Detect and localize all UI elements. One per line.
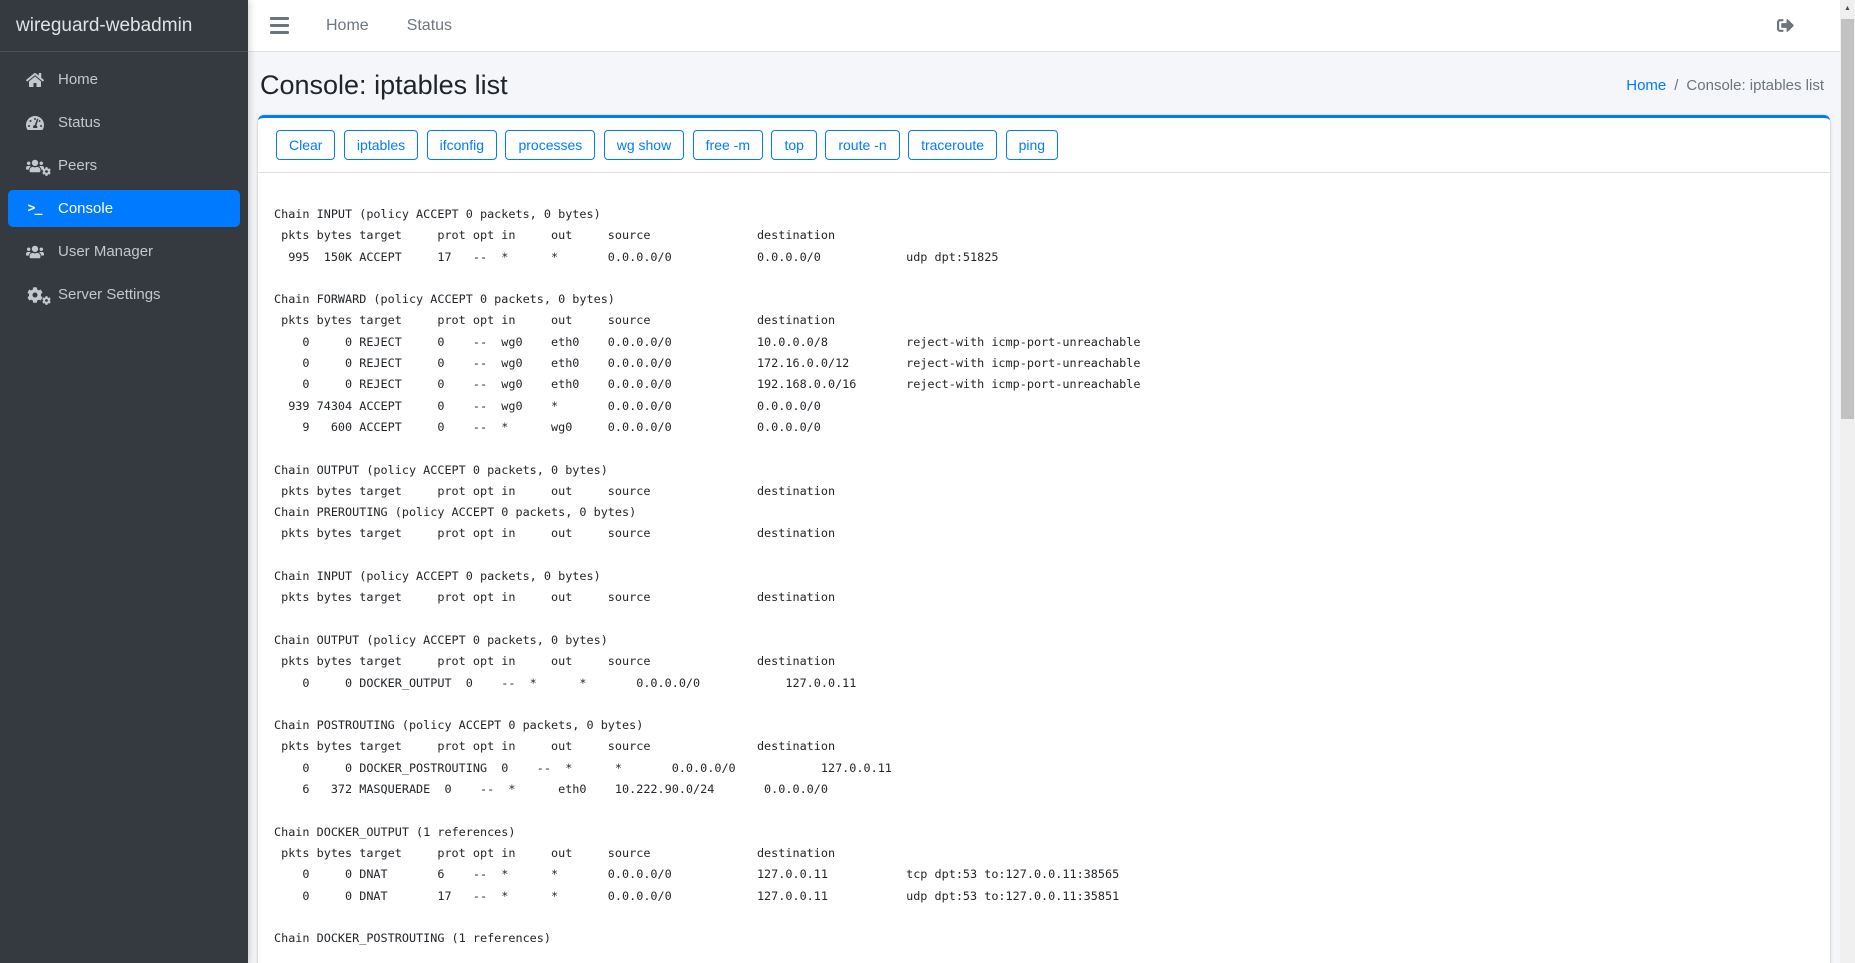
sidebar-item-label: Home bbox=[58, 71, 99, 88]
content-area: Console: iptables list Home / Console: i… bbox=[248, 52, 1840, 963]
sign-out-icon[interactable] bbox=[1770, 11, 1800, 41]
sidebar-item-home[interactable]: Home bbox=[8, 61, 240, 98]
page-title: Console: iptables list bbox=[260, 70, 508, 100]
breadcrumb: Home / Console: iptables list bbox=[1626, 77, 1824, 94]
sidebar-item-status[interactable]: Status bbox=[8, 104, 240, 141]
top-navbar: Home Status bbox=[248, 0, 1840, 52]
sidebar-item-label: Console bbox=[58, 200, 114, 217]
terminal-icon: >_ bbox=[27, 201, 43, 216]
console-card: Clear iptables ifconfig processes wg sho… bbox=[258, 115, 1830, 963]
page-header: Console: iptables list Home / Console: i… bbox=[258, 52, 1830, 115]
breadcrumb-current: Console: iptables list bbox=[1686, 77, 1824, 94]
sidebar-item-console[interactable]: >_ Console bbox=[8, 190, 240, 227]
breadcrumb-home-link[interactable]: Home bbox=[1626, 77, 1667, 94]
navbar-link-status[interactable]: Status bbox=[406, 16, 453, 34]
console-toolbar: Clear iptables ifconfig processes wg sho… bbox=[258, 118, 1830, 173]
iptables-button[interactable]: iptables bbox=[343, 130, 419, 160]
wg-show-button[interactable]: wg show bbox=[603, 130, 685, 160]
brand-title[interactable]: wireguard-webadmin bbox=[0, 0, 248, 52]
home-icon bbox=[21, 72, 48, 88]
processes-button[interactable]: processes bbox=[505, 130, 596, 160]
sidebar-item-user-manager[interactable]: User Manager bbox=[8, 233, 240, 270]
sidebar-item-label: Server Settings bbox=[58, 286, 161, 303]
free-m-button[interactable]: free -m bbox=[692, 130, 763, 160]
scrollbar-thumb[interactable] bbox=[1841, 19, 1854, 419]
sidebar-item-label: Status bbox=[58, 114, 101, 131]
traceroute-button[interactable]: traceroute bbox=[908, 130, 998, 160]
ifconfig-button[interactable]: ifconfig bbox=[426, 130, 497, 160]
scrollbar-up-arrow-icon[interactable]: ▲ bbox=[1844, 4, 1851, 12]
users-icon bbox=[21, 244, 48, 260]
sidebar-item-label: Peers bbox=[58, 157, 98, 174]
tachometer-icon bbox=[21, 115, 48, 131]
sidebar-menu: Home Status Peers >_ Console bbox=[0, 52, 248, 328]
sidebar-item-peers[interactable]: Peers bbox=[8, 147, 240, 184]
gears-icon bbox=[21, 286, 51, 305]
users-gear-icon bbox=[21, 158, 51, 176]
route-n-button[interactable]: route -n bbox=[825, 130, 900, 160]
main-area: Home Status Console: iptables list Home … bbox=[248, 0, 1840, 963]
sidebar-item-server-settings[interactable]: Server Settings bbox=[8, 276, 240, 313]
top-button[interactable]: top bbox=[771, 130, 817, 160]
vertical-scrollbar[interactable]: ▲ bbox=[1840, 0, 1855, 963]
clear-button[interactable]: Clear bbox=[276, 130, 336, 160]
sidebar-item-label: User Manager bbox=[58, 243, 154, 260]
breadcrumb-separator: / bbox=[1674, 77, 1679, 94]
hamburger-menu-icon[interactable] bbox=[270, 11, 300, 41]
console-output-panel: Chain INPUT (policy ACCEPT 0 packets, 0 … bbox=[258, 173, 1830, 963]
console-output: Chain INPUT (policy ACCEPT 0 packets, 0 … bbox=[274, 207, 1141, 946]
ping-button[interactable]: ping bbox=[1005, 130, 1059, 160]
navbar-link-home[interactable]: Home bbox=[326, 16, 369, 34]
sidebar: wireguard-webadmin Home Status Peer bbox=[0, 0, 248, 963]
